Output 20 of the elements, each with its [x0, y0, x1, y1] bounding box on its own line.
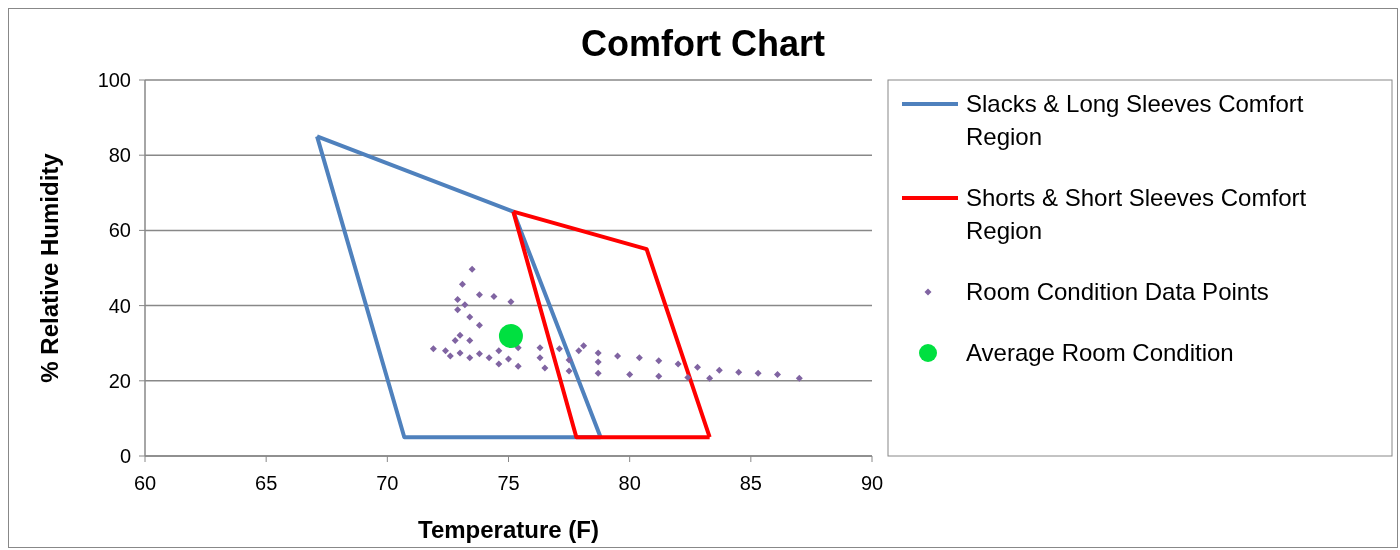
- x-tick-label: 90: [860, 472, 884, 494]
- y-tick-label: 20: [108, 369, 131, 392]
- y-tick-label: 40: [108, 294, 131, 317]
- x-tick-label: 60: [133, 472, 157, 494]
- y-axis-title: % Relative Humidity: [36, 152, 63, 383]
- x-tick-label: 80: [618, 472, 641, 494]
- legend-label: Average Room Condition: [966, 339, 1234, 366]
- x-tick-label: 75: [497, 472, 520, 494]
- x-tick-label: 65: [255, 472, 278, 494]
- legend-label: Slacks & Long Sleeves Comfort Region: [966, 90, 1304, 150]
- y-tick-label: 60: [108, 219, 131, 242]
- x-axis-title: Temperature (F): [418, 516, 599, 543]
- chart-title: Comfort Chart: [581, 23, 825, 64]
- x-tick-label: 85: [739, 472, 762, 494]
- x-tick-label: 70: [376, 472, 399, 494]
- legend-label: Shorts & Short Sleeves Comfort Region: [966, 184, 1307, 244]
- y-tick-label: 100: [97, 69, 131, 91]
- legend-label: Room Condition Data Points: [966, 278, 1269, 305]
- y-tick-label: 0: [119, 445, 131, 467]
- y-tick-label: 80: [108, 144, 131, 167]
